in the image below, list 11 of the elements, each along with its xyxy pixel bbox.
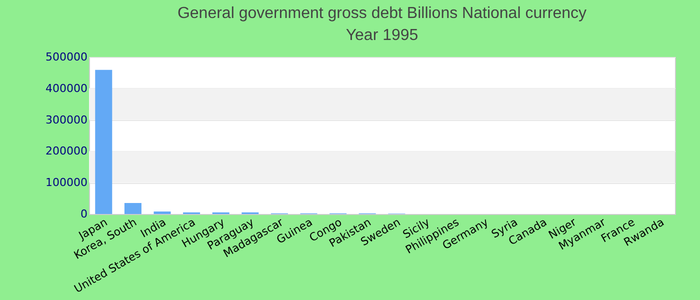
y-tick-label: 0 (80, 208, 88, 220)
chart-title: General government gross debt Billions National currency (177, 5, 587, 22)
bar (154, 211, 171, 214)
y-tick-label: 100000 (46, 176, 88, 190)
y-tick-label: 300000 (46, 113, 88, 126)
bar (95, 70, 112, 214)
chart-subtitle: Year 1995 (346, 27, 418, 44)
y-tick-label: 500000 (46, 50, 88, 64)
bar (124, 203, 142, 214)
y-tick-label: 400000 (46, 82, 88, 95)
y-tick-label: 200000 (46, 144, 88, 158)
